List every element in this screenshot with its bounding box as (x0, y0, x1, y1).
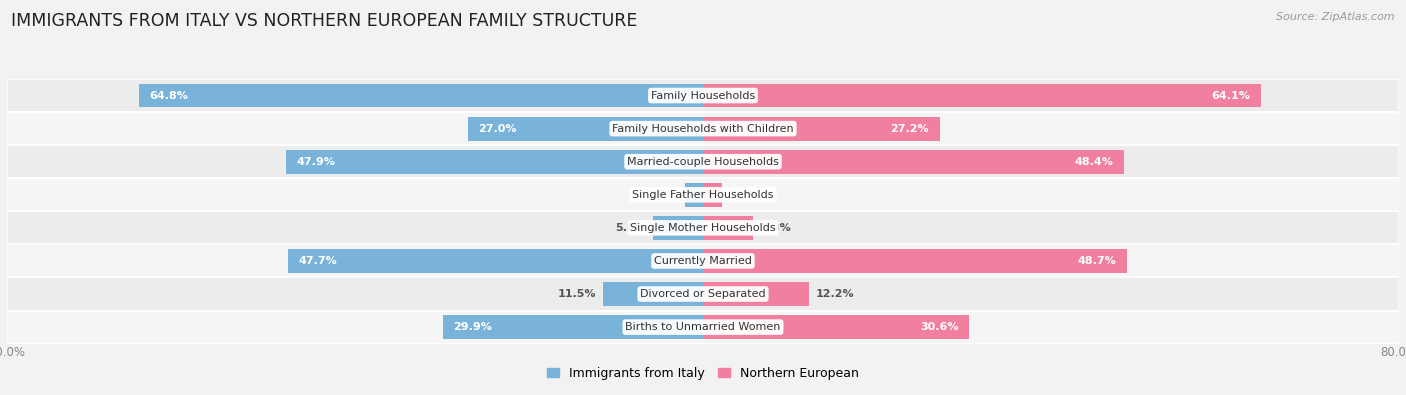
Bar (288, 249, 703, 273)
Text: 30.6%: 30.6% (921, 322, 959, 332)
Bar (703, 216, 754, 240)
Text: Divorced or Separated: Divorced or Separated (640, 289, 766, 299)
Text: Family Households with Children: Family Households with Children (612, 124, 794, 134)
Bar (703, 150, 1123, 174)
Text: 64.1%: 64.1% (1212, 90, 1250, 101)
Text: 48.4%: 48.4% (1074, 157, 1114, 167)
Bar (603, 282, 703, 306)
Text: Currently Married: Currently Married (654, 256, 752, 266)
Bar (703, 117, 939, 141)
Text: 2.2%: 2.2% (730, 190, 761, 200)
Text: Family Households: Family Households (651, 90, 755, 101)
Bar (7, 277, 1399, 310)
Bar (703, 249, 1126, 273)
Text: Single Father Households: Single Father Households (633, 190, 773, 200)
Text: 12.2%: 12.2% (815, 289, 855, 299)
Text: 47.7%: 47.7% (298, 256, 337, 266)
Text: 64.8%: 64.8% (149, 90, 188, 101)
Text: 47.9%: 47.9% (297, 157, 336, 167)
Bar (703, 84, 1261, 107)
Bar (703, 315, 969, 339)
Bar (7, 79, 1399, 112)
Bar (287, 150, 703, 174)
Bar (7, 245, 1399, 277)
Text: 5.8%: 5.8% (761, 223, 792, 233)
Text: 11.5%: 11.5% (558, 289, 596, 299)
Text: 27.2%: 27.2% (890, 124, 929, 134)
Text: 48.7%: 48.7% (1077, 256, 1116, 266)
Bar (7, 211, 1399, 245)
Bar (139, 84, 703, 107)
Bar (7, 112, 1399, 145)
Text: IMMIGRANTS FROM ITALY VS NORTHERN EUROPEAN FAMILY STRUCTURE: IMMIGRANTS FROM ITALY VS NORTHERN EUROPE… (11, 12, 638, 30)
Text: Source: ZipAtlas.com: Source: ZipAtlas.com (1277, 12, 1395, 22)
Bar (7, 178, 1399, 211)
Bar (652, 216, 703, 240)
Text: Single Mother Households: Single Mother Households (630, 223, 776, 233)
Text: 27.0%: 27.0% (478, 124, 517, 134)
Text: 29.9%: 29.9% (453, 322, 492, 332)
Bar (7, 145, 1399, 178)
Bar (685, 183, 703, 207)
Bar (468, 117, 703, 141)
Bar (443, 315, 703, 339)
Text: 2.1%: 2.1% (647, 190, 678, 200)
Bar (703, 183, 723, 207)
Bar (7, 310, 1399, 344)
Text: 5.8%: 5.8% (614, 223, 645, 233)
Legend: Immigrants from Italy, Northern European: Immigrants from Italy, Northern European (541, 362, 865, 385)
Text: Births to Unmarried Women: Births to Unmarried Women (626, 322, 780, 332)
Bar (703, 282, 808, 306)
Text: Married-couple Households: Married-couple Households (627, 157, 779, 167)
